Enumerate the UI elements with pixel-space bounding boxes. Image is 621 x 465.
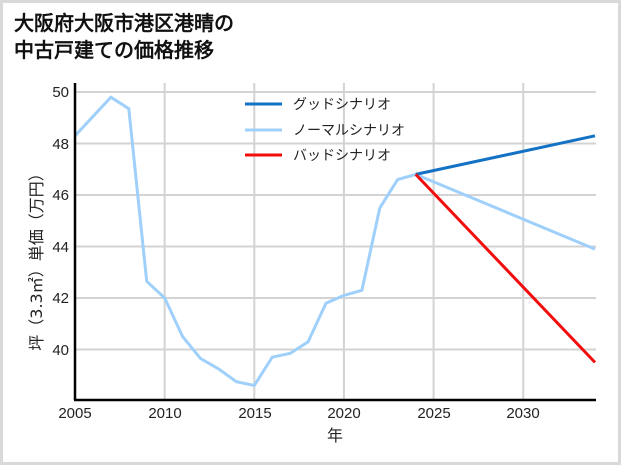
legend: グッドシナリオ ノーマルシナリオ バッドシナリオ [245, 97, 405, 164]
x-axis-label: 年 [327, 426, 343, 445]
x-tick-labels: 2005 2010 2015 2020 2025 2030 [58, 405, 539, 422]
y-tick: 50 [52, 84, 69, 101]
series-history [73, 95, 417, 388]
legend-label-bad: バッドシナリオ [293, 148, 391, 164]
x-tick: 2020 [327, 405, 360, 422]
x-tick: 2015 [238, 405, 271, 422]
y-tick: 44 [52, 239, 69, 256]
y-tick: 46 [52, 187, 69, 204]
legend-label-good: グッドシナリオ [293, 97, 391, 113]
series-bad [414, 173, 597, 364]
y-tick: 48 [52, 136, 69, 153]
y-axis-label: 坪（3.3㎡）単価（万円） [27, 165, 46, 350]
chart-title: 大阪府大阪市港区港晴の 中古戸建ての価格推移 [14, 10, 234, 64]
series-good [415, 134, 596, 176]
title-line-2: 中古戸建ての価格推移 [14, 38, 214, 62]
y-tick: 42 [52, 290, 69, 307]
x-tick: 2025 [417, 405, 450, 422]
y-tick-labels: 50 48 46 44 42 40 [52, 84, 69, 359]
data-lines [73, 95, 597, 388]
x-tick: 2010 [148, 405, 181, 422]
series-normal [415, 173, 596, 251]
title-line-1: 大阪府大阪市港区港晴の [14, 11, 234, 35]
legend-label-normal: ノーマルシナリオ [293, 123, 405, 139]
y-tick: 40 [52, 342, 69, 359]
x-tick: 2030 [506, 405, 539, 422]
x-tick: 2005 [58, 405, 91, 422]
